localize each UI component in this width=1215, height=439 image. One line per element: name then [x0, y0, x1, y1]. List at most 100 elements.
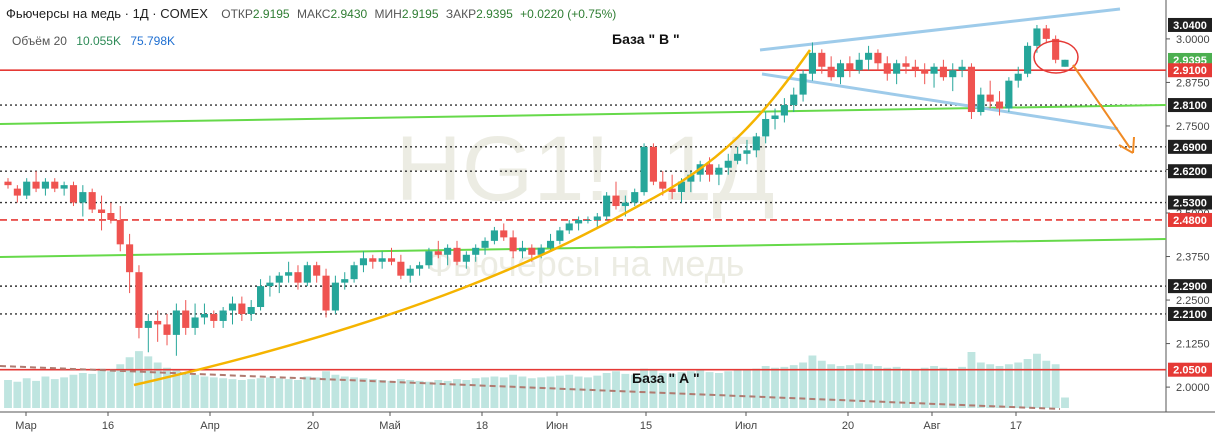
candle-body[interactable] — [771, 115, 779, 119]
candle-body[interactable] — [116, 219, 124, 245]
volume-legend[interactable]: Объём 20 10.055K 75.798K — [12, 34, 175, 48]
candle-body[interactable] — [977, 94, 985, 113]
symbol-title[interactable]: Фьючерсы на медь · 1Д · COMEX — [6, 6, 208, 21]
candle-body[interactable] — [1014, 73, 1022, 81]
candle-body[interactable] — [631, 192, 639, 203]
candle-body[interactable] — [659, 181, 667, 189]
forecast-arrow[interactable] — [1072, 64, 1131, 149]
channel-lower-line[interactable] — [761, 72, 1119, 131]
candle-body[interactable] — [836, 63, 845, 78]
candle-body[interactable] — [575, 219, 583, 224]
candle-body[interactable] — [126, 244, 134, 273]
candle-body[interactable] — [13, 188, 21, 196]
candle-body[interactable] — [219, 310, 227, 321]
candle-body[interactable] — [687, 174, 695, 182]
candle-body[interactable] — [406, 268, 414, 276]
candle-body[interactable] — [191, 317, 199, 328]
candle-body[interactable] — [921, 70, 929, 74]
candle-body[interactable] — [790, 94, 798, 106]
candle-body[interactable] — [565, 223, 573, 231]
candle-body[interactable] — [930, 66, 938, 74]
candle-body[interactable] — [649, 146, 657, 182]
candle-body[interactable] — [359, 258, 368, 266]
candle-body[interactable] — [275, 275, 283, 283]
candle-body[interactable] — [228, 303, 237, 311]
candle-body[interactable] — [640, 146, 648, 193]
candle-body[interactable] — [200, 313, 208, 318]
candle-body[interactable] — [705, 164, 714, 175]
candle-body[interactable] — [1005, 80, 1013, 109]
candle-body[interactable] — [1042, 28, 1050, 39]
candle-body[interactable] — [1061, 59, 1069, 67]
candle-body[interactable] — [23, 181, 31, 196]
candle-body[interactable] — [97, 209, 106, 213]
candle-body[interactable] — [472, 247, 480, 255]
candle-body[interactable] — [724, 160, 732, 168]
candle-body[interactable] — [1052, 38, 1060, 60]
candle-body[interactable] — [397, 261, 405, 276]
candle-body[interactable] — [518, 247, 527, 252]
candle-body[interactable] — [322, 275, 330, 311]
candle-body[interactable] — [172, 310, 180, 335]
candle-body[interactable] — [313, 265, 321, 276]
candle-body[interactable] — [79, 192, 87, 203]
candle-body[interactable] — [135, 272, 143, 328]
candle-body[interactable] — [677, 181, 686, 193]
candle-body[interactable] — [893, 63, 901, 74]
candle-body[interactable] — [453, 247, 461, 262]
channel-upper-line[interactable] — [759, 7, 1121, 52]
candle-body[interactable] — [612, 195, 620, 207]
candle-body[interactable] — [911, 66, 919, 71]
candle-body[interactable] — [1024, 45, 1032, 74]
candle-body[interactable] — [285, 272, 293, 276]
candle-body[interactable] — [808, 52, 816, 74]
candle-body[interactable] — [490, 230, 498, 241]
candle-body[interactable] — [60, 185, 68, 189]
candle-body[interactable] — [341, 279, 349, 283]
candle-body[interactable] — [537, 247, 545, 255]
candle-body[interactable] — [387, 258, 396, 262]
candle-body[interactable] — [902, 63, 910, 67]
candle-body[interactable] — [481, 240, 489, 248]
candle-body[interactable] — [668, 188, 676, 193]
candle-body[interactable] — [780, 105, 788, 116]
candle-body[interactable] — [593, 216, 601, 220]
candle-body[interactable] — [743, 150, 751, 154]
candle-body[interactable] — [986, 94, 994, 102]
candle-body[interactable] — [425, 251, 433, 266]
candle-body[interactable] — [350, 265, 358, 280]
candle-body[interactable] — [107, 213, 115, 220]
candle-body[interactable] — [247, 307, 255, 314]
candle-body[interactable] — [546, 240, 555, 248]
candle-body[interactable] — [154, 320, 162, 325]
candle-body[interactable] — [444, 247, 452, 255]
candle-body[interactable] — [416, 265, 424, 269]
candle-body[interactable] — [734, 153, 742, 161]
candle-body[interactable] — [369, 258, 377, 262]
candle-body[interactable] — [584, 219, 592, 221]
candle-body[interactable] — [603, 195, 611, 217]
dashed-support-line[interactable] — [0, 365, 1061, 410]
candle-body[interactable] — [294, 272, 302, 283]
candle-body[interactable] — [846, 63, 854, 71]
candle-body[interactable] — [500, 230, 508, 238]
candle-body[interactable] — [958, 66, 966, 71]
candle-body[interactable] — [883, 63, 891, 74]
candle-body[interactable] — [378, 258, 386, 262]
candle-body[interactable] — [874, 52, 882, 64]
candle-body[interactable] — [855, 59, 863, 71]
candle-body[interactable] — [462, 254, 470, 262]
candle-body[interactable] — [556, 230, 564, 241]
candle-body[interactable] — [528, 247, 536, 255]
highlight-circle[interactable] — [1033, 40, 1079, 74]
candle-body[interactable] — [967, 66, 976, 113]
candle-body[interactable] — [827, 66, 835, 78]
candle-body[interactable] — [865, 52, 873, 60]
candle-body[interactable] — [621, 202, 629, 207]
candle-body[interactable] — [715, 167, 723, 175]
candle-body[interactable] — [163, 324, 171, 335]
candle-body[interactable] — [509, 237, 517, 252]
candle-body[interactable] — [939, 66, 947, 78]
candle-body[interactable] — [238, 303, 246, 314]
candle-body[interactable] — [257, 286, 265, 308]
